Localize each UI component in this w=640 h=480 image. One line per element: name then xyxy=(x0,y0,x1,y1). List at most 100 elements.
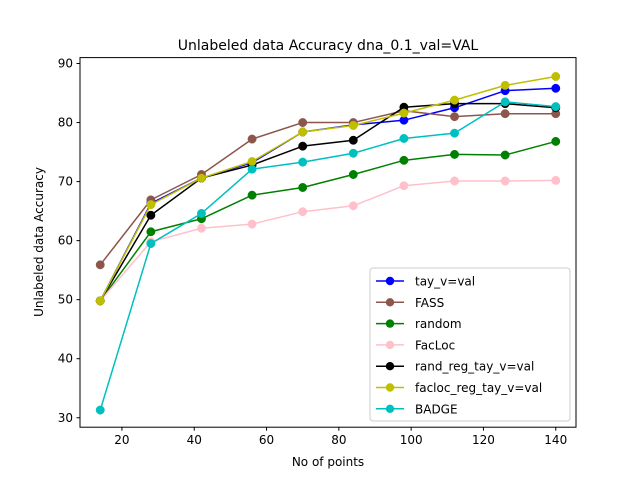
data-point xyxy=(197,209,206,218)
series-BADGE xyxy=(95,97,561,415)
legend: tay_v=val FASS random FacLoc rand_reg_tay_v=… xyxy=(369,267,571,422)
data-point xyxy=(500,109,510,119)
data-point xyxy=(450,112,459,122)
legend-item: rand_reg_tay_v=val xyxy=(376,360,534,374)
data-point xyxy=(399,134,409,143)
series-FacLoc xyxy=(95,175,561,306)
legend-label: random xyxy=(415,317,462,331)
x-tick-label: 120 xyxy=(472,433,495,447)
data-point xyxy=(197,223,206,233)
data-point xyxy=(450,176,459,186)
series-line xyxy=(99,109,556,266)
legend-item: FacLoc xyxy=(376,338,455,352)
series-line xyxy=(99,102,556,302)
legend-swatch-marker xyxy=(385,340,395,350)
data-point xyxy=(247,164,257,174)
data-point xyxy=(399,181,409,191)
data-point xyxy=(500,176,510,186)
y-tick-label: 30 xyxy=(58,411,73,425)
legend-label: rand_reg_tay_v=val xyxy=(415,360,534,374)
chart-title: Unlabeled data Accuracy dna_0.1_val=VAL xyxy=(178,38,479,54)
data-point xyxy=(247,157,257,166)
x-tick-label: 20 xyxy=(114,433,129,447)
legend-swatch-marker xyxy=(385,319,395,328)
data-point xyxy=(298,207,308,217)
series-line xyxy=(99,140,556,302)
data-point xyxy=(348,121,358,130)
data-point xyxy=(146,210,156,220)
data-point xyxy=(450,95,459,105)
legend-swatch-marker xyxy=(385,298,395,307)
data-point xyxy=(146,239,156,249)
data-point xyxy=(551,72,561,81)
data-point xyxy=(450,149,459,159)
data-point xyxy=(348,170,358,179)
y-tick-label: 70 xyxy=(58,175,73,189)
data-point xyxy=(95,296,105,306)
data-point xyxy=(500,150,510,160)
data-point xyxy=(551,175,561,185)
y-tick-label: 90 xyxy=(58,57,73,71)
legend-item: random xyxy=(376,317,462,331)
data-point xyxy=(247,219,257,229)
legend-swatch-marker xyxy=(385,404,395,413)
axes-frame xyxy=(79,57,577,428)
data-point xyxy=(247,190,257,200)
x-tick-label: 80 xyxy=(331,433,346,447)
y-axis-ticks: 30 40 50 60 70 80 90 xyxy=(58,57,80,425)
data-point xyxy=(399,108,409,118)
y-tick-label: 80 xyxy=(58,116,73,130)
legend-label: FacLoc xyxy=(415,338,455,352)
legend-label: tay_v=val xyxy=(415,275,475,289)
data-point xyxy=(298,127,308,137)
data-point xyxy=(348,135,358,145)
legend-label: FASS xyxy=(415,296,444,310)
data-point xyxy=(197,173,206,183)
series-facloc_reg_tay_v=val xyxy=(95,72,561,306)
series-line xyxy=(99,101,556,411)
legend-box xyxy=(369,267,571,422)
y-tick-label: 40 xyxy=(58,352,73,366)
legend-item: BADGE xyxy=(376,402,458,416)
x-tick-label: 40 xyxy=(187,433,202,447)
data-point xyxy=(95,260,105,270)
data-point xyxy=(146,200,156,210)
legend-swatch-marker xyxy=(385,383,395,392)
legend-item: tay_v=val xyxy=(376,275,475,289)
data-point xyxy=(95,405,105,415)
data-point xyxy=(247,134,257,144)
data-point xyxy=(348,201,358,211)
data-point xyxy=(500,80,510,90)
data-point xyxy=(348,148,358,158)
legend-item: FASS xyxy=(376,296,444,310)
x-tick-label: 140 xyxy=(544,433,567,447)
data-point xyxy=(551,83,561,93)
data-point xyxy=(298,141,308,151)
data-point xyxy=(146,227,156,237)
data-point xyxy=(298,183,308,192)
y-tick-label: 60 xyxy=(58,234,73,248)
plot-area: 20 40 60 80 100 120 140 30 40 50 60 70 80 90 xyxy=(58,57,577,447)
legend-label: facloc_reg_tay_v=val xyxy=(415,381,542,395)
legend-swatch-marker xyxy=(385,276,395,286)
data-point xyxy=(298,157,308,167)
data-point xyxy=(551,102,561,112)
series-layer xyxy=(95,72,561,415)
y-tick-label: 50 xyxy=(58,293,73,307)
data-point xyxy=(551,136,561,146)
data-point xyxy=(298,118,308,127)
x-axis-label: No of points xyxy=(292,455,364,469)
data-point xyxy=(399,155,409,165)
legend-item: facloc_reg_tay_v=val xyxy=(376,381,542,395)
x-axis-ticks: 20 40 60 80 100 120 140 xyxy=(114,427,567,447)
legend-items: tay_v=val FASS random FacLoc rand_reg_tay_v=… xyxy=(376,275,542,416)
y-axis-label: Unlabeled data Accuracy xyxy=(32,167,46,317)
legend-label: BADGE xyxy=(415,402,458,416)
legend-swatch-marker xyxy=(385,362,395,371)
data-point xyxy=(450,128,459,138)
series-line xyxy=(99,179,556,302)
data-point xyxy=(500,97,510,107)
x-tick-label: 100 xyxy=(400,433,423,447)
series-line xyxy=(99,75,556,302)
